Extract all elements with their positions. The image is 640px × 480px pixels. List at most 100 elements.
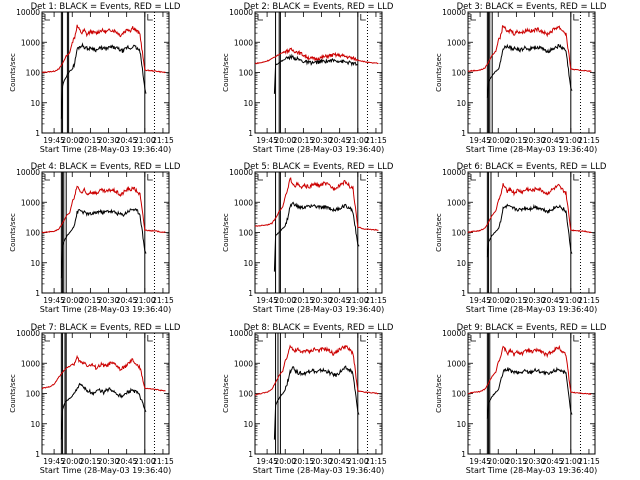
x-tick-label: 20:45 [329, 136, 351, 145]
y-tick-label: 1000 [234, 38, 253, 47]
y-tick-label: 1000 [447, 198, 466, 207]
x-tick-label: 21:00 [134, 457, 156, 466]
x-tick-label: 20:45 [542, 457, 564, 466]
detector-panel-1: Det 1: BLACK = Events, RED = LLD 1 10 100 10… [9, 2, 181, 154]
x-tick-label: 20:30 [98, 296, 120, 305]
y-tick-label: 10 [456, 420, 466, 429]
lld-series-line [254, 177, 379, 231]
x-tick-label: 21:15 [365, 136, 387, 145]
x-tick-label: 20:15 [293, 136, 315, 145]
x-axis-label: Start Time (28-May-03 19:36:40) [253, 466, 384, 475]
x-tick-label: 21:15 [152, 457, 174, 466]
y-tick-label: 1 [35, 129, 40, 138]
x-axis-label: Start Time (28-May-03 19:36:40) [40, 466, 171, 475]
y-tick-label: 10000 [16, 168, 40, 177]
y-tick-label: 10 [243, 99, 253, 108]
interval-bracket [257, 335, 263, 342]
events-series-line [486, 366, 573, 419]
interval-bracket [573, 174, 579, 181]
y-axis-label: Counts/sec [9, 213, 17, 252]
interval-bracket [147, 174, 153, 181]
x-tick-label: 20:15 [80, 136, 102, 145]
y-tick-label: 1 [35, 289, 40, 298]
x-tick-label: 19:45 [469, 136, 491, 145]
x-tick-label: 19:45 [43, 296, 65, 305]
lld-series-line [467, 344, 592, 395]
y-tick-label: 1000 [447, 359, 466, 368]
interval-bracket [44, 14, 50, 21]
interval-bracket [573, 14, 579, 21]
x-tick-label: 21:15 [578, 136, 600, 145]
y-tick-label: 10 [30, 420, 40, 429]
y-tick-label: 10000 [16, 329, 40, 338]
x-tick-label: 20:30 [311, 136, 333, 145]
y-tick-label: 10000 [229, 8, 253, 17]
interval-bracket [257, 14, 263, 21]
y-tick-label: 10 [243, 259, 253, 268]
x-tick-label: 20:15 [293, 457, 315, 466]
interval-bracket [360, 174, 366, 181]
x-tick-label: 20:00 [487, 136, 509, 145]
y-tick-label: 10 [30, 259, 40, 268]
x-tick-label: 21:00 [347, 136, 369, 145]
lld-series-line [254, 47, 379, 65]
panel-title: Det 3: BLACK = Events, RED = LLD [457, 2, 607, 12]
y-tick-label: 10 [243, 420, 253, 429]
detector-panel-9: Det 9: BLACK = Events, RED = LLD 1 10 100 10… [435, 323, 607, 475]
y-tick-label: 1000 [447, 38, 466, 47]
events-series-line [273, 53, 358, 94]
events-series-line [273, 201, 360, 272]
y-tick-label: 1 [248, 450, 253, 459]
y-axis-label: Counts/sec [9, 53, 17, 92]
x-tick-label: 20:15 [506, 296, 528, 305]
y-axis-label: Counts/sec [222, 53, 230, 92]
x-tick-label: 20:30 [524, 457, 546, 466]
interval-bracket [147, 335, 153, 342]
x-tick-label: 19:45 [43, 457, 65, 466]
panel-title: Det 9: BLACK = Events, RED = LLD [457, 323, 607, 333]
y-axis-label: Counts/sec [222, 213, 230, 252]
y-tick-label: 100 [239, 229, 254, 238]
x-tick-label: 19:45 [256, 457, 278, 466]
detector-panel-5: Det 5: BLACK = Events, RED = LLD 1 10 100 10… [222, 162, 394, 314]
lld-series-line [41, 185, 166, 234]
x-tick-label: 20:00 [61, 136, 83, 145]
panel-title: Det 8: BLACK = Events, RED = LLD [244, 323, 394, 333]
y-tick-label: 100 [26, 69, 41, 78]
x-tick-label: 20:45 [116, 457, 138, 466]
interval-bracket [573, 335, 579, 342]
y-tick-label: 10000 [442, 168, 466, 177]
y-tick-label: 100 [26, 229, 41, 238]
lld-series-line [467, 183, 592, 234]
y-tick-label: 10000 [229, 168, 253, 177]
x-axis-label: Start Time (28-May-03 19:36:40) [466, 305, 597, 314]
y-axis-label: Counts/sec [222, 374, 230, 413]
interval-bracket [147, 14, 153, 21]
lld-series-line [254, 344, 379, 396]
x-tick-label: 20:00 [274, 296, 296, 305]
x-tick-label: 20:45 [542, 136, 564, 145]
panel-title: Det 7: BLACK = Events, RED = LLD [31, 323, 181, 333]
panel-title: Det 4: BLACK = Events, RED = LLD [31, 162, 181, 172]
detector-panel-8: Det 8: BLACK = Events, RED = LLD 1 10 100 10… [222, 323, 394, 475]
x-tick-label: 21:15 [365, 296, 387, 305]
y-tick-label: 100 [452, 69, 467, 78]
interval-bracket [470, 335, 476, 342]
x-tick-label: 21:00 [134, 296, 156, 305]
lld-series-line [41, 24, 166, 74]
events-series-line [60, 208, 147, 279]
x-tick-label: 20:30 [98, 136, 120, 145]
x-tick-label: 20:30 [524, 296, 546, 305]
events-series-line [60, 42, 147, 119]
x-tick-label: 20:30 [98, 457, 120, 466]
x-tick-label: 21:15 [152, 136, 174, 145]
y-tick-label: 100 [452, 229, 467, 238]
x-axis-label: Start Time (28-May-03 19:36:40) [466, 466, 597, 475]
plot-frame [254, 11, 383, 134]
plot-frame [254, 171, 383, 294]
x-tick-label: 20:00 [487, 296, 509, 305]
x-tick-label: 21:00 [347, 457, 369, 466]
y-tick-label: 1 [35, 450, 40, 459]
x-axis-label: Start Time (28-May-03 19:36:40) [466, 145, 597, 154]
y-axis-label: Counts/sec [435, 213, 443, 252]
